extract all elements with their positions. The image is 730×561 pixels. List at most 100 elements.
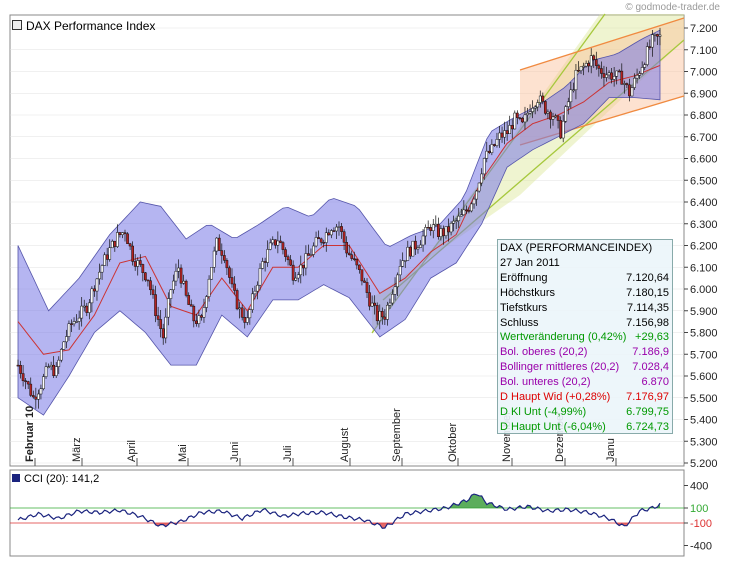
candle-body	[187, 295, 191, 305]
candle-body	[340, 226, 343, 232]
candle-body	[416, 247, 420, 250]
candle-body	[192, 305, 196, 322]
candle-body	[648, 46, 652, 48]
candle-body	[633, 77, 636, 88]
info-row-value: 7.120,64	[626, 271, 669, 284]
info-row: D Haupt Unt (-6,04%) 6.724,73	[500, 420, 669, 435]
candle-body	[401, 260, 405, 267]
candle-body	[133, 261, 137, 267]
y-tick-label: 7.200	[690, 23, 718, 35]
candle-body	[284, 249, 287, 257]
candle-body	[47, 366, 50, 368]
candle-body	[24, 380, 27, 383]
info-row-label: Schluss	[500, 316, 539, 329]
y-tick-label: 5.900	[690, 306, 718, 318]
candle-body	[238, 307, 241, 310]
candle-body	[651, 34, 654, 48]
candle-body	[653, 34, 657, 36]
cci-legend-icon	[12, 474, 20, 482]
candle-body	[640, 67, 644, 74]
candle-body	[223, 255, 226, 261]
candle-body	[587, 63, 591, 67]
candle-body	[617, 70, 621, 73]
candle-body	[131, 245, 134, 262]
cci-tick-label: 400	[690, 481, 708, 493]
candle-body	[309, 254, 313, 256]
candle-body	[77, 317, 81, 322]
candle-body	[658, 34, 662, 37]
candle-body	[217, 237, 221, 251]
candle-body	[589, 55, 593, 67]
candles	[16, 27, 662, 409]
candle-body	[177, 267, 180, 272]
info-row: Höchstkurs 7.180,15	[500, 286, 669, 301]
y-tick-label: 5.500	[690, 393, 718, 405]
candle-body	[332, 230, 336, 232]
info-row-label: D Kl Unt (-4,99%)	[500, 405, 587, 418]
candle-body	[622, 83, 626, 85]
candle-body	[72, 321, 76, 325]
candle-body	[146, 279, 150, 282]
candle-body	[408, 246, 412, 257]
candle-body	[378, 311, 382, 322]
candle-body	[166, 298, 170, 318]
candle-body	[579, 66, 583, 71]
candle-body	[365, 282, 369, 293]
candle-body	[251, 293, 254, 310]
candle-body	[266, 249, 270, 263]
month-label: Janu	[605, 438, 617, 462]
candle-body	[549, 111, 552, 120]
candle-body	[44, 366, 48, 377]
candle-body	[398, 266, 402, 276]
y-tick-label: 7.100	[690, 45, 718, 57]
candle-body	[475, 190, 478, 200]
candle-body	[126, 233, 129, 244]
candle-body	[352, 258, 356, 260]
candle-body	[189, 304, 193, 307]
cci-tick-label: 100	[690, 503, 708, 515]
candle-body	[533, 106, 537, 109]
candle-body	[54, 366, 58, 376]
candle-body	[480, 173, 484, 184]
candle-body	[358, 264, 361, 270]
candle-body	[16, 364, 20, 367]
credit-text: © godmode-trader.de	[625, 2, 720, 13]
candle-body	[248, 309, 252, 319]
candle-body	[174, 270, 178, 282]
candle-body	[370, 302, 374, 307]
info-row-label: D Haupt Unt (-6,04%)	[500, 420, 606, 433]
candle-body	[615, 70, 619, 77]
candle-body	[350, 254, 354, 259]
candle-body	[317, 237, 320, 240]
candle-body	[406, 246, 410, 261]
y-tick-label: 6.300	[690, 219, 718, 231]
candle-body	[355, 258, 359, 266]
candle-body	[291, 264, 295, 281]
candle-body	[625, 83, 629, 86]
candle-body	[600, 68, 603, 74]
candle-body	[335, 226, 338, 232]
candle-body	[569, 89, 573, 103]
candle-body	[87, 302, 91, 313]
candle-body	[500, 132, 504, 138]
candle-body	[554, 115, 557, 118]
info-row-value: +29,63	[635, 331, 669, 344]
month-label: Juni	[229, 442, 241, 462]
candle-body	[200, 315, 203, 318]
candle-body	[610, 72, 613, 80]
candle-body	[52, 364, 56, 376]
cci-tick-label: -100	[690, 518, 712, 530]
candle-body	[360, 269, 364, 282]
candle-body	[286, 256, 290, 261]
chart-title-text: DAX Performance Index	[26, 19, 156, 33]
month-label: April	[126, 440, 138, 462]
candle-body	[330, 230, 333, 236]
y-tick-label: 6.700	[690, 132, 718, 144]
candle-body	[419, 244, 422, 248]
info-row-value: 7.156,98	[626, 316, 669, 329]
candle-body	[498, 132, 501, 140]
candle-body	[80, 305, 84, 319]
candle-body	[363, 280, 366, 283]
candle-body	[508, 125, 512, 134]
candle-body	[584, 63, 588, 67]
